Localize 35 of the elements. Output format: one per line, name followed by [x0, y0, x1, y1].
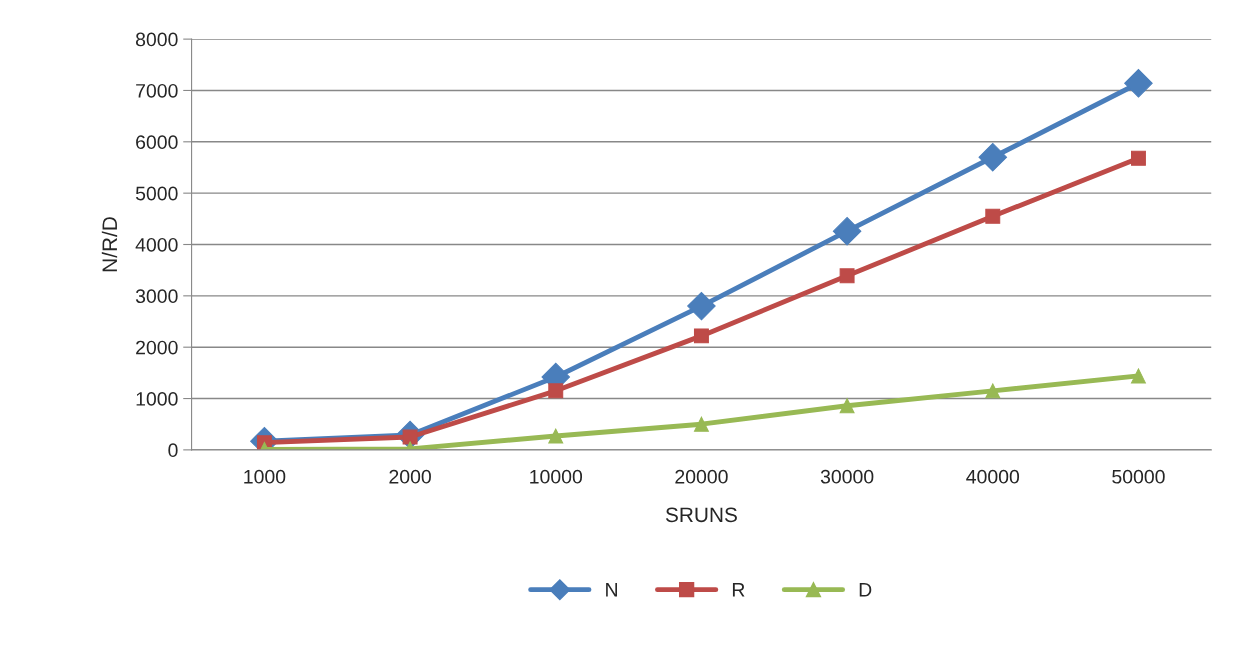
x-axis-title: SRUNS: [665, 507, 737, 523]
point: [1130, 368, 1146, 384]
point: [832, 216, 862, 246]
point: [978, 142, 1008, 172]
point: [1130, 150, 1146, 166]
y-tick-label: 4000: [135, 237, 178, 252]
x-tick-label: 50000: [1112, 469, 1165, 484]
point: [687, 291, 716, 321]
x-tick-label: 40000: [966, 469, 1020, 484]
x-tick-label: 30000: [820, 469, 874, 484]
point: [693, 416, 709, 432]
y-tick-label: 3000: [135, 289, 178, 304]
point: [839, 268, 855, 284]
y-tick-label: 8000: [135, 32, 178, 47]
point: [693, 328, 709, 344]
point: [839, 398, 855, 414]
y-tick-label: 5000: [135, 186, 178, 201]
y-tick-label: 1000: [136, 392, 178, 406]
point: [985, 208, 1001, 224]
y-tick-label: 7000: [136, 83, 178, 98]
y-tick-label: 0: [168, 443, 178, 458]
y-axis-title: N/R/D: [101, 217, 118, 272]
point: [548, 383, 564, 399]
legend-label: D: [859, 583, 872, 597]
x-tick-label: 2000: [389, 469, 431, 484]
point: [1124, 69, 1153, 98]
point: [548, 428, 564, 444]
x-tick-label: 10000: [530, 469, 583, 484]
point: [985, 383, 1001, 399]
y-tick-label: 6000: [136, 135, 178, 150]
legend-label: N: [606, 583, 617, 597]
x-tick-label: 20000: [675, 469, 728, 484]
legend-label: R: [732, 583, 745, 597]
y-tick-label: 2000: [136, 340, 178, 355]
x-tick-label: 1000: [244, 469, 286, 484]
